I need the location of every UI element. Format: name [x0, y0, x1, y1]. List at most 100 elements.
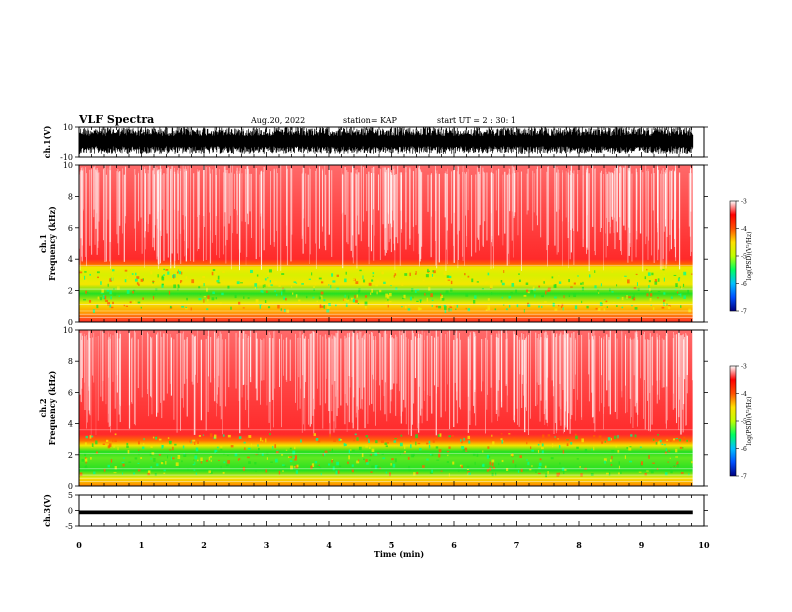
spec2-speckle: [537, 449, 540, 453]
spec2-speckle: [389, 472, 391, 477]
spec2-speckle: [628, 447, 632, 451]
spec1-speckle: [318, 296, 322, 300]
spec1-speckle: [594, 285, 597, 289]
spec1-speckle: [510, 281, 513, 285]
spec1-speckle: [456, 304, 459, 308]
spec2-speckle: [640, 444, 642, 448]
spec1-speckle: [152, 280, 155, 283]
spec1-speckle: [624, 275, 627, 277]
date-label: Aug.20, 2022: [250, 116, 305, 125]
spec1-speckle: [255, 299, 259, 303]
spec2-speckle: [630, 434, 633, 437]
spec2-speckle: [85, 465, 87, 469]
spec2-speckle: [426, 442, 429, 445]
spec1-speckle: [97, 276, 99, 279]
spec1-speckle: [612, 301, 615, 304]
spec2-speckle: [535, 469, 537, 473]
spec1-speckle: [489, 284, 493, 289]
spec2-speckle: [150, 445, 153, 448]
spec2-speckle: [488, 456, 491, 458]
spec1-speckle: [344, 294, 346, 298]
spec2-speckle: [223, 461, 226, 464]
spec2-speckle: [448, 446, 451, 449]
spec1-speckle: [321, 305, 325, 308]
spec2-speckle: [197, 459, 199, 462]
colorbar-tick-label: -5: [741, 254, 747, 261]
spec2-speckle: [310, 465, 313, 470]
spec2-speckle: [393, 440, 397, 443]
spec1-speckle: [256, 287, 258, 290]
spec2-speckle: [554, 436, 556, 438]
spec2-speckle: [655, 442, 658, 445]
spec1-speckle: [312, 296, 315, 299]
spec1-speckle: [649, 293, 653, 297]
spec1-speckle: [178, 271, 182, 275]
colorbar-tick-label: -7: [741, 309, 747, 316]
spec1-speckle: [173, 284, 177, 289]
colorbar-label: log(PSD)(V²/Hz): [746, 397, 753, 446]
spec1-speckle: [256, 274, 259, 277]
spec2-speckle: [601, 441, 604, 444]
spec2-speckle: [460, 438, 462, 442]
spec1-speckle: [494, 308, 497, 311]
spec1-speckle: [161, 283, 164, 288]
x-tick-label: 9: [639, 540, 645, 550]
spec1-speckle: [568, 279, 570, 283]
spec2-speckle: [547, 471, 549, 475]
spec1-speckle: [385, 293, 389, 298]
ch1-colorbar: -3 -4 -5 -6 -7 log(PSD)(V²/Hz): [729, 199, 753, 316]
spec2-speckle: [584, 448, 588, 453]
spec1-speckle: [691, 273, 693, 275]
spec1-speckle: [107, 302, 111, 306]
spec2-speckle: [365, 435, 369, 438]
spec1-speckle: [173, 274, 175, 279]
spec1-speckle: [86, 291, 89, 293]
spec2-speckle: [193, 469, 196, 471]
spec2-speckle: [448, 435, 451, 438]
spec1-speckle: [181, 305, 185, 308]
spec1-speckle: [132, 290, 134, 294]
spec1-speckle: [657, 291, 661, 293]
spec2-speckle: [466, 468, 469, 470]
spec2-speckle: [294, 455, 298, 458]
spec1-speckle: [352, 298, 355, 303]
spec1-speckle: [96, 304, 99, 309]
spec1-speckle: [538, 305, 540, 308]
spec2-speckle: [289, 456, 292, 458]
spec1-speckle: [111, 272, 113, 276]
spec1-speckle: [105, 299, 108, 303]
spec2-speckle: [108, 443, 112, 447]
spec1-speckle: [563, 295, 565, 299]
spec1-speckle: [651, 272, 654, 276]
spec2-speckle: [529, 446, 532, 449]
spec2-speckle: [563, 470, 565, 475]
spec1-speckle: [133, 300, 136, 304]
spec1-speckle: [388, 302, 391, 305]
spec2-speckle: [650, 469, 654, 474]
spec2-speckle: [593, 446, 595, 451]
spec1-speckle: [558, 304, 560, 307]
spec2-speckle: [531, 465, 533, 468]
spec1-speckle: [207, 295, 210, 300]
spec2-speckle: [409, 440, 412, 442]
spec2-speckle: [407, 456, 410, 460]
spec2-speckle: [498, 462, 500, 466]
spec2-speckle: [126, 442, 129, 446]
spec2-speckle: [527, 461, 530, 466]
spec2-speckle: [501, 439, 503, 444]
spec1-speckle: [267, 277, 269, 279]
spec1-speckle: [136, 282, 139, 285]
spec1-speckle: [574, 269, 576, 272]
spec1-speckle: [654, 280, 658, 285]
spec1-speckle: [243, 296, 245, 299]
spec1-speckle: [116, 286, 120, 290]
spec2-speckle: [541, 450, 544, 454]
spec2-speckle: [254, 461, 257, 465]
spec2-speckle: [117, 447, 119, 451]
spec1-speckle: [427, 268, 429, 272]
spec2-speckle: [539, 458, 542, 461]
spec1-speckle: [431, 305, 433, 307]
spec1-speckle: [633, 287, 637, 290]
spec2-speckle: [371, 465, 375, 469]
spec2-speckle: [220, 449, 223, 451]
